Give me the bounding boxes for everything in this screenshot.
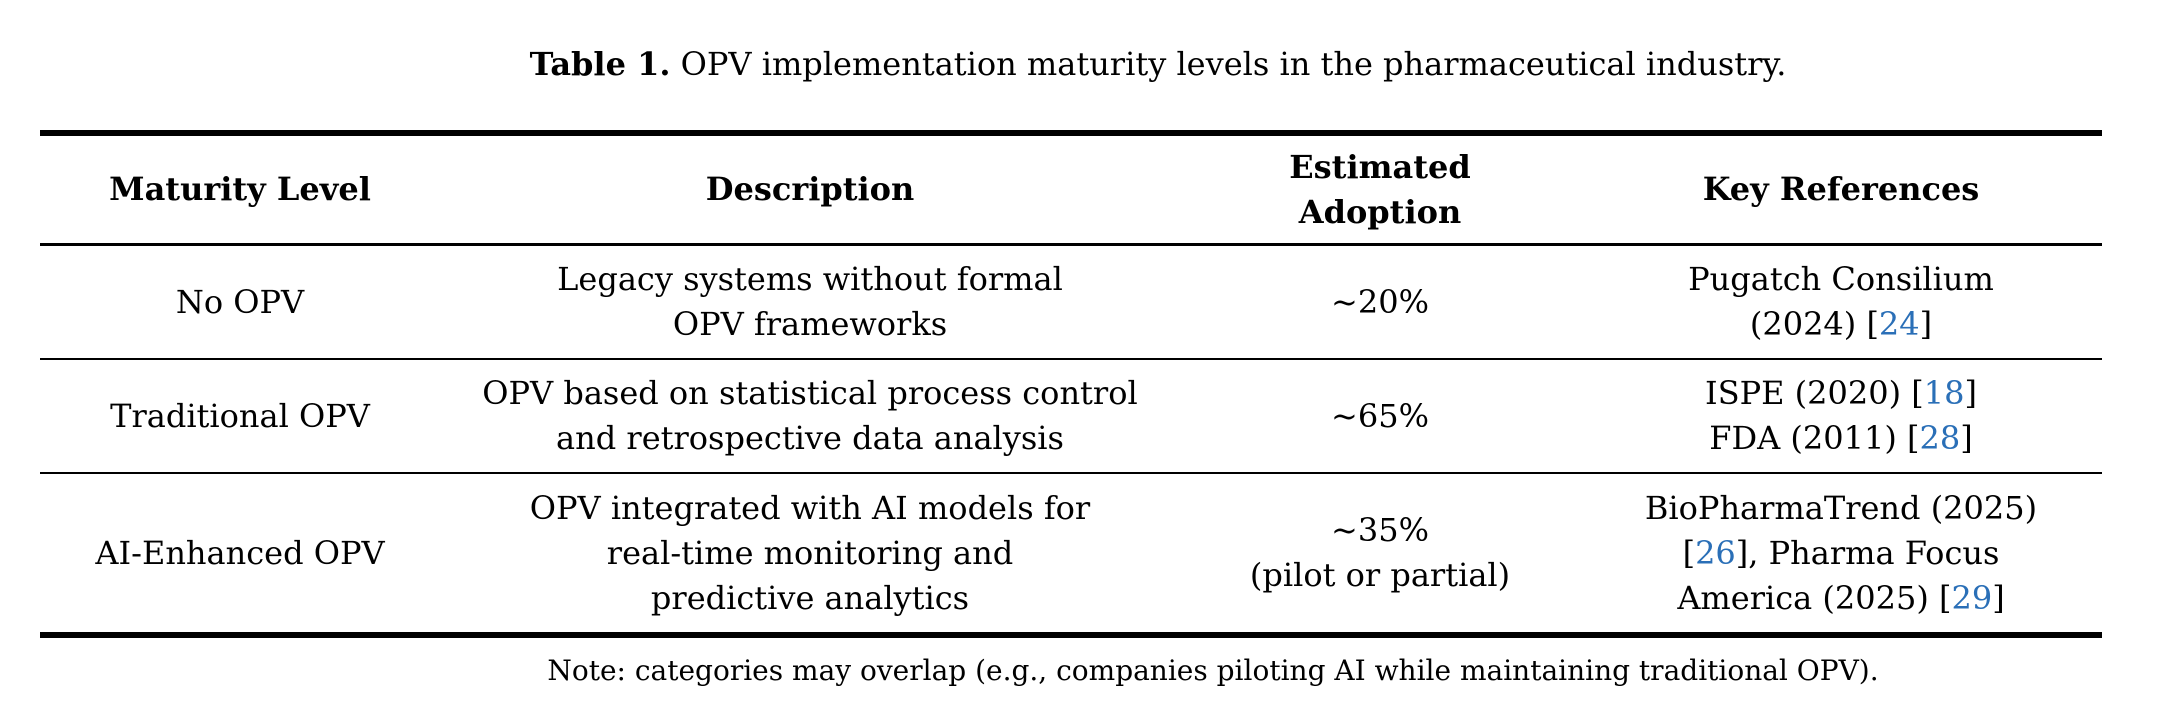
cell-maturity: No OPV	[40, 246, 440, 358]
reference-text: ]	[1992, 578, 2005, 617]
table-caption-text: OPV implementation maturity levels in th…	[670, 45, 1787, 83]
header-estimated-adoption-line1: Estimated	[1289, 147, 1471, 186]
adoption-qualifier: (pilot or partial)	[1249, 556, 1511, 594]
reference-line: FDA (2011) [28]	[1705, 416, 1977, 461]
citation-link[interactable]: 18	[1923, 374, 1965, 412]
cell-description: Legacy systems without formal OPV framew…	[440, 246, 1180, 358]
maturity-level-value: Traditional OPV	[110, 396, 370, 435]
table-row-ai-enhanced-opv: AI-Enhanced OPV OPV integrated with AI m…	[40, 474, 2102, 632]
description-line: OPV based on statistical process control	[482, 374, 1138, 412]
header-maturity-level: Maturity Level	[40, 136, 440, 243]
cell-maturity: Traditional OPV	[40, 360, 440, 472]
header-key-references: Key References	[1580, 136, 2102, 243]
cell-references: BioPharmaTrend (2025) [26], Pharma Focus…	[1580, 474, 2102, 632]
maturity-table: Maturity Level Description Estimated Ado…	[40, 130, 2102, 638]
reference-text: ISPE (2020) [	[1705, 374, 1924, 412]
description-line: OPV integrated with AI models for	[529, 488, 1091, 527]
reference-text: (2024) [	[1749, 305, 1879, 343]
maturity-level-value: AI-Enhanced OPV	[95, 533, 385, 572]
reference-line: ISPE (2020) [18]	[1705, 371, 1977, 416]
header-estimated-adoption: Estimated Adoption	[1180, 136, 1580, 243]
description-line: real-time monitoring and	[606, 533, 1014, 572]
header-estimated-adoption-line2: Adoption	[1298, 192, 1462, 231]
reference-line: America (2025) [29]	[1645, 576, 2037, 621]
adoption-value: ~20%	[1331, 282, 1429, 321]
reference-line: [26], Pharma Focus	[1645, 531, 2037, 576]
maturity-level-value: No OPV	[175, 282, 305, 321]
header-description-label: Description	[705, 170, 915, 208]
description-line: and retrospective data analysis	[556, 419, 1064, 457]
table-note: Note: categories may overlap (e.g., comp…	[547, 654, 1879, 687]
reference-line: (2024) [24]	[1688, 302, 1994, 347]
header-maturity-level-label: Maturity Level	[109, 170, 371, 208]
citation-link[interactable]: 26	[1695, 533, 1736, 572]
cell-maturity: AI-Enhanced OPV	[40, 474, 440, 632]
header-description: Description	[440, 136, 1180, 243]
cell-references: Pugatch Consilium (2024) [24]	[1580, 246, 2102, 358]
citation-link[interactable]: 24	[1878, 305, 1920, 343]
table-row-no-opv: No OPV Legacy systems without formal OPV…	[40, 246, 2102, 360]
table-row-traditional-opv: Traditional OPV OPV based on statistical…	[40, 360, 2102, 474]
reference-line: BioPharmaTrend (2025)	[1644, 488, 2038, 527]
description-line: OPV frameworks	[672, 305, 948, 343]
table-caption: Table 1. OPV implementation maturity lev…	[40, 42, 2102, 86]
page: { "caption": { "label": "Table 1.", "tex…	[0, 42, 2182, 705]
reference-text: ]	[1964, 374, 1977, 412]
reference-text: America (2025) [	[1677, 578, 1952, 617]
cell-adoption: ~65%	[1180, 360, 1580, 472]
table-header-row: Maturity Level Description Estimated Ado…	[40, 136, 2102, 246]
cell-description: OPV based on statistical process control…	[440, 360, 1180, 472]
description-line: Legacy systems without formal	[557, 260, 1063, 298]
cell-references: ISPE (2020) [18] FDA (2011) [28]	[1580, 360, 2102, 472]
adoption-value: ~65%	[1331, 396, 1429, 435]
cell-adoption: ~20%	[1180, 246, 1580, 358]
reference-text: ]	[1919, 305, 1933, 343]
citation-link[interactable]: 29	[1951, 578, 1993, 617]
description-line: predictive analytics	[650, 578, 970, 617]
reference-text: ]	[1960, 419, 1973, 457]
header-key-references-label: Key References	[1702, 170, 1980, 208]
cell-description: OPV integrated with AI models for real-t…	[440, 474, 1180, 632]
table-caption-label: Table 1.	[529, 45, 671, 83]
reference-text: [	[1682, 533, 1696, 572]
cell-adoption: ~35% (pilot or partial)	[1180, 474, 1580, 632]
citation-link[interactable]: 28	[1919, 419, 1961, 457]
adoption-value: ~35%	[1331, 511, 1429, 549]
reference-text: ], Pharma Focus	[1735, 533, 2000, 572]
reference-text: FDA (2011) [	[1709, 419, 1920, 457]
reference-line: Pugatch Consilium	[1688, 260, 1994, 298]
